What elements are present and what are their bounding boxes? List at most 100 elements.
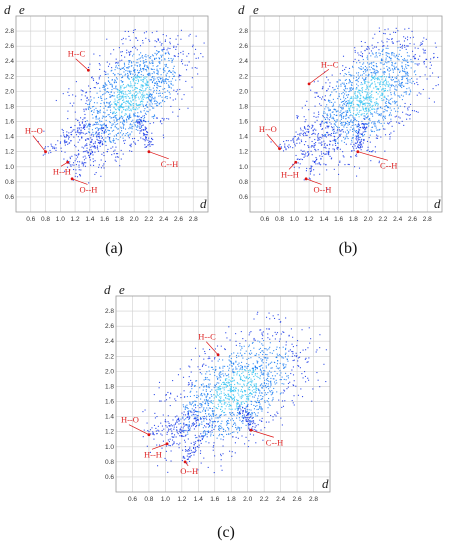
scatter-point <box>377 113 379 115</box>
scatter-point <box>359 126 362 129</box>
scatter-point <box>87 152 89 154</box>
scatter-point <box>370 79 372 81</box>
y-tick-label: 2.6 <box>105 323 114 330</box>
scatter-point <box>158 57 160 59</box>
scatter-point <box>137 108 139 110</box>
scatter-point <box>304 131 306 134</box>
scatter-point <box>103 85 105 87</box>
scatter-point <box>362 101 364 103</box>
scatter-point <box>85 144 87 146</box>
scatter-point <box>188 53 190 55</box>
scatter-point <box>156 103 158 105</box>
scatter-point <box>129 104 131 106</box>
scatter-point <box>145 139 147 141</box>
x-tick-label: 2.6 <box>293 496 302 503</box>
scatter-point <box>95 118 97 120</box>
scatter-point <box>171 61 173 63</box>
scatter-point <box>142 87 144 89</box>
y-tick-label: 0.8 <box>239 179 248 186</box>
scatter-point <box>390 59 392 61</box>
scatter-point <box>135 107 137 109</box>
scatter-point <box>162 54 164 56</box>
scatter-point <box>256 360 258 362</box>
scatter-point <box>43 130 45 132</box>
scatter-point <box>414 63 416 65</box>
scatter-point <box>327 100 330 102</box>
scatter-point <box>396 76 398 78</box>
scatter-point <box>208 407 210 409</box>
scatter-point <box>238 394 240 396</box>
scatter-point <box>378 52 380 54</box>
scatter-point <box>206 395 208 397</box>
scatter-point <box>240 331 242 333</box>
scatter-point <box>350 97 352 99</box>
scatter-point <box>363 134 366 136</box>
scatter-point <box>312 125 314 127</box>
scatter-point <box>311 126 314 128</box>
scatter-point <box>349 74 352 76</box>
scatter-point <box>383 90 386 92</box>
scatter-point <box>132 99 134 101</box>
scatter-point <box>307 145 309 147</box>
scatter-point <box>103 155 105 157</box>
scatter-point <box>145 127 147 129</box>
scatter-point <box>416 63 418 65</box>
scatter-point <box>121 81 123 83</box>
scatter-point <box>151 59 153 61</box>
scatter-point <box>251 390 253 392</box>
scatter-point <box>348 103 350 105</box>
scatter-point <box>270 371 272 373</box>
scatter-point <box>156 117 158 119</box>
scatter-point <box>398 116 400 118</box>
scatter-point <box>127 72 129 75</box>
scatter-point <box>348 108 350 110</box>
scatter-point <box>374 75 376 77</box>
scatter-point <box>146 86 148 88</box>
scatter-point <box>397 55 399 57</box>
scatter-point <box>121 51 123 53</box>
scatter-point <box>344 85 346 87</box>
scatter-point <box>69 156 71 158</box>
scatter-point <box>197 405 199 407</box>
scatter-point <box>282 150 285 152</box>
scatter-point <box>299 142 301 144</box>
scatter-point <box>335 111 337 113</box>
scatter-point <box>254 365 257 368</box>
scatter-point <box>225 384 227 386</box>
scatter-point <box>82 127 84 129</box>
scatter-point <box>77 154 79 156</box>
scatter-point <box>360 65 362 68</box>
scatter-point <box>422 40 424 42</box>
scatter-point <box>122 92 124 94</box>
scatter-point <box>167 90 169 92</box>
scatter-point <box>393 130 395 132</box>
scatter-point <box>219 367 221 369</box>
scatter-point <box>124 114 126 116</box>
scatter-point <box>256 362 259 364</box>
scatter-point <box>132 47 134 49</box>
scatter-point <box>388 56 390 58</box>
scatter-point <box>280 379 282 381</box>
scatter-point <box>222 410 224 412</box>
scatter-point <box>276 363 278 365</box>
scatter-point <box>184 414 187 416</box>
scatter-point <box>162 99 164 101</box>
scatter-point <box>116 96 118 98</box>
scatter-point <box>259 378 261 380</box>
scatter-point <box>264 348 266 350</box>
scatter-point <box>242 391 244 393</box>
scatter-point <box>364 102 366 104</box>
scatter-point <box>422 48 424 50</box>
scatter-point <box>189 366 191 368</box>
scatter-point <box>206 400 208 402</box>
scatter-point <box>181 412 183 414</box>
scatter-point <box>285 364 287 366</box>
scatter-point <box>63 140 65 142</box>
scatter-point <box>234 422 236 424</box>
scatter-point <box>327 134 329 136</box>
scatter-point <box>248 440 250 442</box>
scatter-point <box>362 107 364 109</box>
scatter-point <box>414 83 416 85</box>
scatter-point <box>145 61 147 63</box>
scatter-point <box>131 76 133 79</box>
